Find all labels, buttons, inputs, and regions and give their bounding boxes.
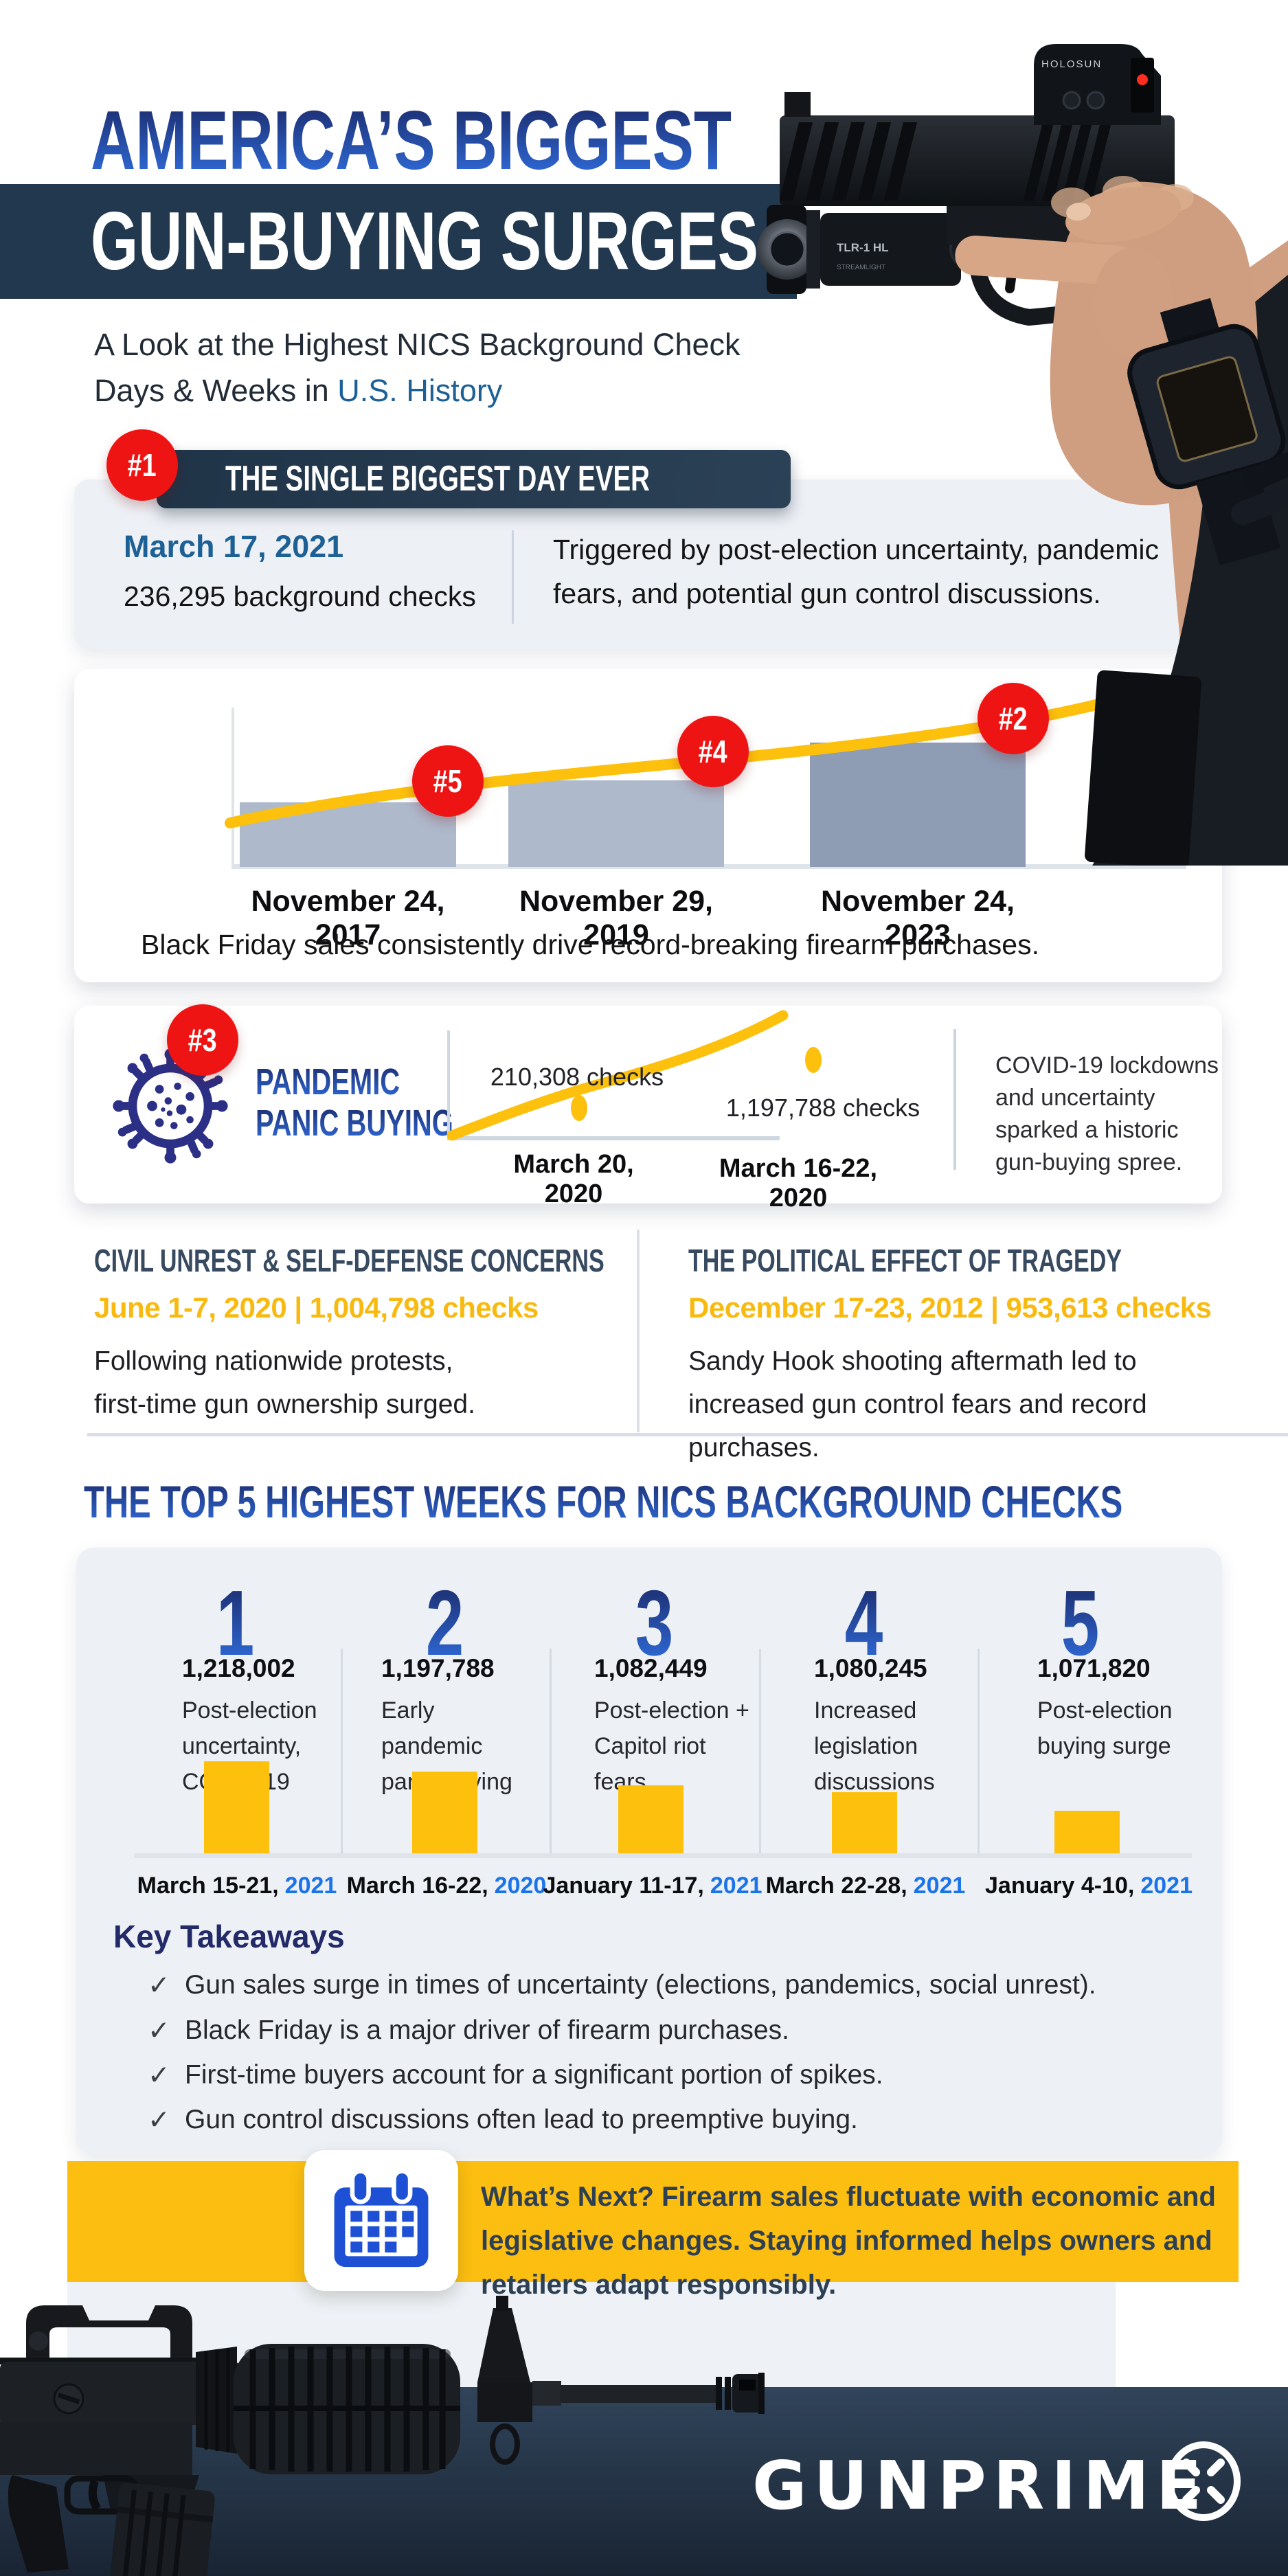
tragedy-stat: December 17-23, 2012 | 953,613 checks <box>688 1291 1212 1324</box>
subtitle: A Look at the Highest NICS Background Ch… <box>94 321 741 414</box>
brand-wordmark: GUNPRIME <box>752 2447 1209 2524</box>
top5-date-4: March 22-28, 2021 <box>765 1873 966 1899</box>
top5-bar-4 <box>832 1792 897 1853</box>
section-divider-line <box>87 1433 1288 1436</box>
subtitle-line2: Days & Weeks in U.S. History <box>94 373 503 408</box>
optic-brand-label: HOLOSUN <box>1041 58 1102 70</box>
red-dot-optic: HOLOSUN <box>1034 44 1161 125</box>
pandemic-point2-value: 1,197,788 checks <box>725 1094 920 1122</box>
reticle-icon <box>1166 2441 1241 2521</box>
calendar-icon <box>334 2169 429 2268</box>
title-navy-band: GUN-BUYING SURGES <box>0 184 797 299</box>
biggest-day-stat: 236,295 background checks <box>124 580 476 612</box>
top5-title: THE TOP 5 HIGHEST WEEKS FOR NICS BACKGRO… <box>84 1476 1123 1527</box>
top5-stat-4: 1,080,245 Increased legislation discussi… <box>814 1654 935 1795</box>
check-icon: ✓ <box>148 2016 170 2046</box>
pistol-in-hand-photo: TLR-1 HL STREAMLIGHT <box>757 44 1288 866</box>
top5-date-2: March 16-22, 2020 <box>346 1873 547 1899</box>
pandemic-card <box>74 1006 1222 1204</box>
top5-divider-3 <box>759 1649 761 1855</box>
top5-bar-2 <box>412 1772 477 1853</box>
bf-date-2017: November 24, 2017 <box>251 885 445 951</box>
whats-next-banner <box>67 2161 1239 2282</box>
bf-bar-2019 <box>508 780 724 867</box>
top5-date-3: January 11-17, 2021 <box>543 1873 762 1899</box>
takeaways-title: Key Takeaways <box>113 1919 345 1954</box>
bf-bar-2023 <box>810 743 1026 867</box>
page-title-line2: GUN-BUYING SURGES <box>91 195 758 287</box>
top5-rank-5: 5 <box>1061 1571 1100 1675</box>
pandemic-baseline <box>447 1136 780 1140</box>
pandemic-title: PANDEMIC PANIC BUYING <box>256 1061 453 1144</box>
top5-rank-4: 4 <box>844 1571 883 1675</box>
takeaway-item-1: ✓ Gun sales surge in times of uncertainty… <box>148 1970 1096 2000</box>
top5-rank-2: 2 <box>425 1571 464 1675</box>
pandemic-description: COVID-19 lockdowns and uncertainty spark… <box>995 1052 1219 1175</box>
rank-1-badge: #1 <box>106 429 178 501</box>
rank-2-badge: #2 <box>978 683 1049 754</box>
page-title-line1: AMERICA’S BIGGEST <box>91 93 732 187</box>
light-model-label: TLR-1 HL <box>837 241 889 254</box>
biggest-day-date: March 17, 2021 <box>124 529 344 564</box>
top5-bar-3 <box>618 1785 683 1853</box>
tragedy-body: Sandy Hook shooting aftermath led to inc… <box>688 1346 1147 1462</box>
top5-bar-5 <box>1054 1811 1120 1853</box>
subtitle-highlight: U.S. History <box>337 373 503 408</box>
check-icon: ✓ <box>148 1971 170 2000</box>
top5-date-1: March 15-21, 2021 <box>137 1873 337 1899</box>
pandemic-point1-value: 210,308 checks <box>490 1063 664 1091</box>
bf-caption: Black Friday sales consistently drive re… <box>141 929 1039 960</box>
top5-stat-3: 1,082,449 Post-election + Capitol riot f… <box>594 1654 749 1795</box>
subtitle-line1: A Look at the Highest NICS Background Ch… <box>94 327 741 362</box>
takeaway-item-4: ✓ Gun control discussions often lead to p… <box>148 2105 858 2135</box>
tragedy-header: THE POLITICAL EFFECT OF TRAGEDY <box>688 1243 1122 1278</box>
rank-3-badge: #3 <box>167 1004 238 1076</box>
pandemic-curve <box>447 1010 822 1141</box>
civil-unrest-header: CIVIL UNREST & SELF-DEFENSE CONCERNS <box>94 1243 605 1278</box>
top5-rank-3: 3 <box>635 1571 674 1675</box>
pandemic-point1-date: March 20, 2020 <box>513 1150 634 1208</box>
single-biggest-day-header: THE SINGLE BIGGEST DAY EVER <box>225 459 650 499</box>
bf-date-2023: November 24, 2023 <box>820 885 1015 951</box>
top5-bar-1 <box>204 1761 269 1853</box>
weapon-light: TLR-1 HL STREAMLIGHT <box>757 205 991 294</box>
top5-baseline <box>134 1853 1192 1858</box>
smartwatch <box>1127 297 1286 566</box>
card1-divider <box>512 530 514 624</box>
top5-stat-5: 1,071,820 Post-election buying surge <box>1037 1654 1173 1759</box>
single-biggest-day-header-bar: THE SINGLE BIGGEST DAY EVER <box>157 450 791 508</box>
pandemic-divider <box>953 1029 956 1170</box>
rank-4-badge: #4 <box>677 716 749 787</box>
takeaway-item-3: ✓ First-time buyers account for a signifi… <box>148 2060 883 2090</box>
civil-unrest-body: Following nationwide protests, first-tim… <box>94 1346 475 1419</box>
top5-divider-4 <box>978 1649 980 1855</box>
takeaway-item-2: ✓ Black Friday is a major driver of firea… <box>148 2015 789 2046</box>
civil-unrest-stat: June 1-7, 2020 | 1,004,798 checks <box>94 1291 539 1324</box>
top5-divider-2 <box>550 1649 552 1855</box>
check-icon: ✓ <box>148 2105 170 2135</box>
pandemic-y-axis <box>447 1030 450 1139</box>
columns-divider <box>637 1230 640 1432</box>
check-icon: ✓ <box>148 2061 170 2090</box>
ar15-rifle-photo <box>0 2296 765 2576</box>
light-brand-label: STREAMLIGHT <box>837 264 885 271</box>
biggest-day-description: Triggered by post-election uncertainty, … <box>553 534 1159 609</box>
pistol-slide <box>779 92 1175 206</box>
bf-y-axis <box>231 708 234 867</box>
bf-date-2019: November 29, 2019 <box>519 885 714 951</box>
rank-5-badge: #5 <box>412 745 484 817</box>
top5-date-5: January 4-10, 2021 <box>985 1873 1193 1899</box>
top5-divider-1 <box>341 1649 343 1855</box>
pandemic-point2-date: March 16-22, 2020 <box>719 1154 878 1212</box>
top5-rank-1: 1 <box>216 1571 255 1675</box>
whats-next-text: What’s Next? Firearm sales fluctuate wit… <box>481 2182 1216 2300</box>
